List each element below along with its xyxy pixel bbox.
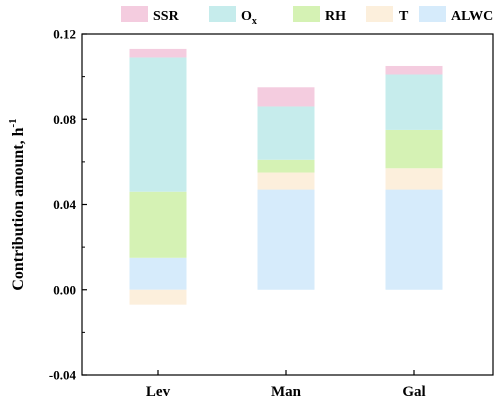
bar-gal-alwc: [385, 189, 443, 290]
bar-lev-alwc: [129, 257, 187, 290]
legend-swatch-t: [366, 6, 393, 22]
bar-lev-rh: [129, 191, 187, 258]
bar-lev-ssr: [129, 48, 187, 58]
legend-swatch-rh: [293, 6, 320, 22]
bar-gal-rh: [385, 129, 443, 169]
legend: SSR Ox RH T ALWC: [121, 6, 493, 27]
y-tick-label: 0.04: [53, 197, 76, 212]
x-tick-label-lev: Lev: [146, 384, 171, 400]
y-tick-label: 0.12: [53, 27, 76, 42]
bar-lev-t: [129, 289, 187, 305]
bar-gal-ssr: [385, 65, 443, 75]
x-tick-label-man: Man: [271, 384, 302, 400]
legend-label-rh: RH: [325, 9, 346, 24]
legend-label-ox: Ox: [241, 9, 257, 27]
x-tick-label-gal: Gal: [402, 384, 425, 400]
legend-label-t: T: [399, 9, 409, 24]
y-tick-label: 0.00: [53, 282, 76, 297]
y-tick-label: -0.04: [49, 368, 77, 383]
bar-man-alwc: [257, 189, 315, 290]
bar-man-ox: [257, 106, 315, 160]
bars-group: [129, 48, 443, 305]
y-axis-label: Contribution amount, h-1: [7, 118, 27, 290]
bar-man-ssr: [257, 87, 315, 107]
y-axis: -0.04 0.00 0.04 0.08 0.12: [49, 27, 87, 383]
legend-label-ssr: SSR: [153, 9, 180, 24]
x-axis: Lev Man Gal: [146, 370, 426, 400]
legend-swatch-alwc: [419, 6, 446, 22]
bar-man-rh: [257, 159, 315, 173]
bar-man-t: [257, 172, 315, 190]
legend-swatch-ssr: [121, 6, 148, 22]
bar-gal-ox: [385, 74, 443, 130]
y-tick-label: 0.08: [53, 112, 76, 127]
legend-swatch-ox: [209, 6, 236, 22]
bar-lev-ox: [129, 57, 187, 192]
legend-label-alwc: ALWC: [451, 9, 493, 24]
bar-gal-t: [385, 168, 443, 190]
